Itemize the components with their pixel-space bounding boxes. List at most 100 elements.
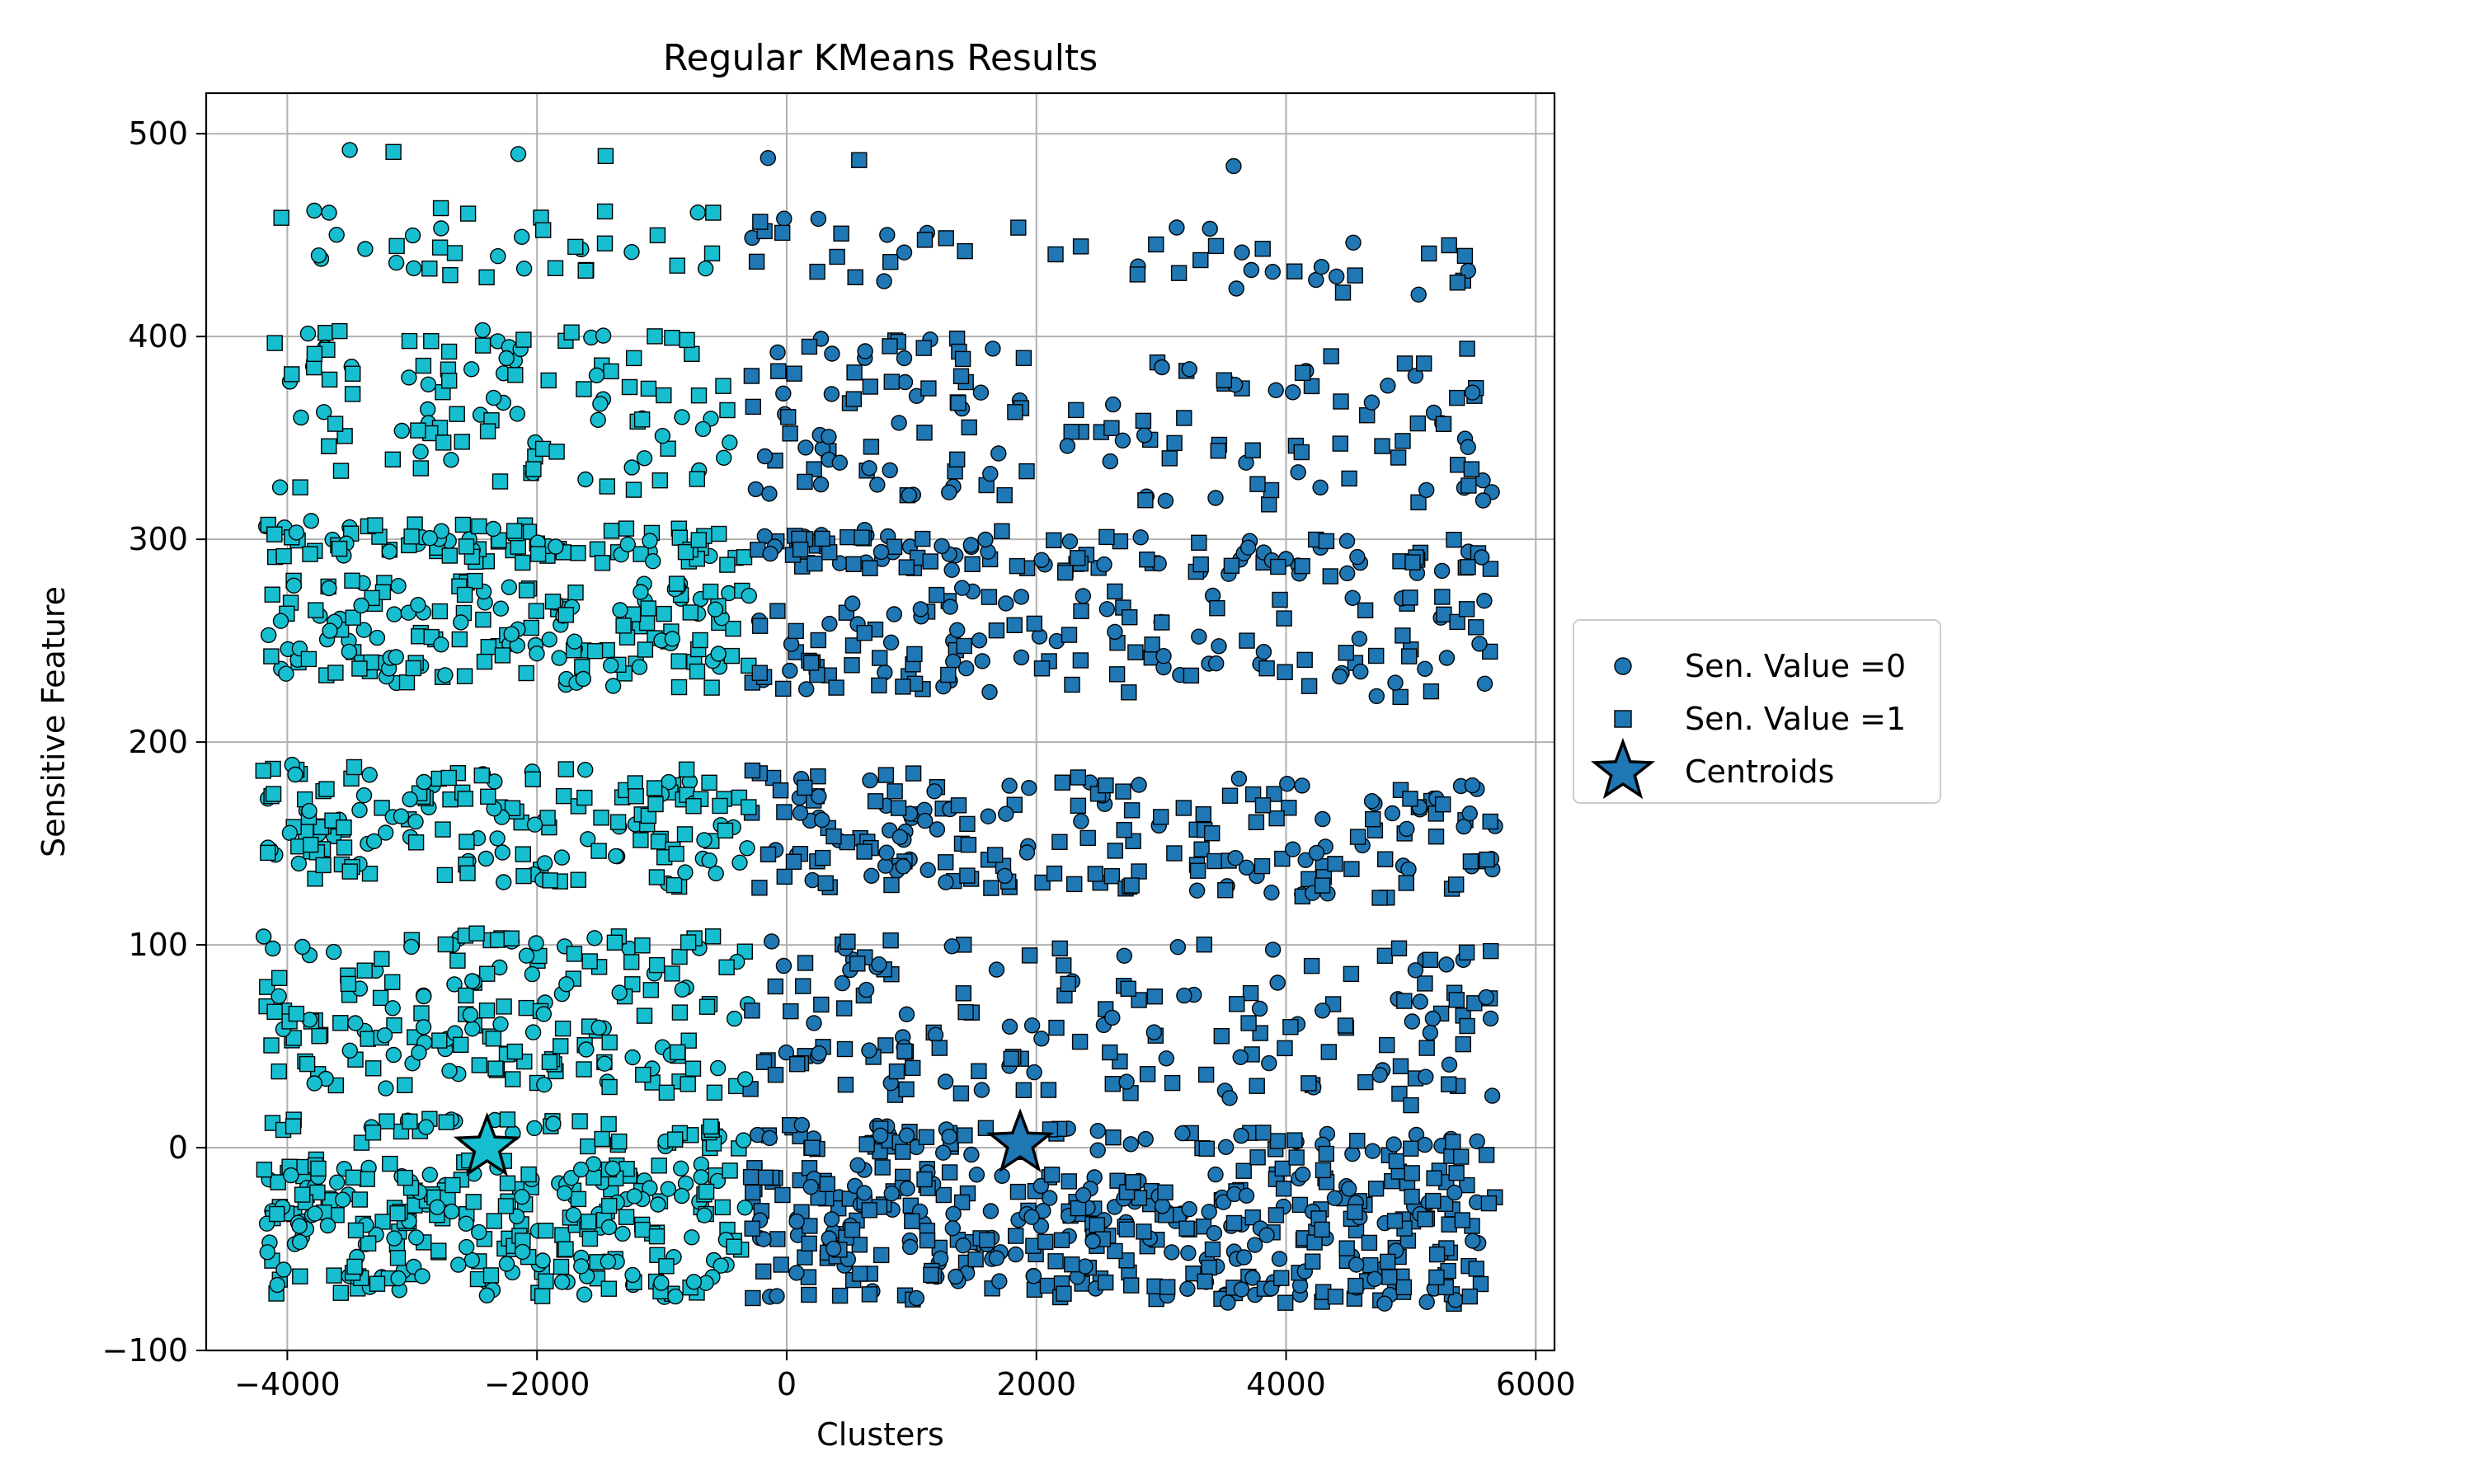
data-point [819, 1176, 835, 1193]
data-point [418, 1119, 435, 1135]
data-point [1348, 1256, 1365, 1273]
data-point [1376, 851, 1394, 867]
data-point [356, 962, 373, 979]
data-point [844, 1222, 861, 1238]
data-point [1338, 565, 1356, 582]
data-point [467, 572, 483, 589]
data-point [650, 1196, 666, 1213]
data-point [1169, 219, 1185, 236]
data-point [411, 1045, 427, 1061]
data-point [1210, 443, 1227, 459]
data-point [1425, 1192, 1442, 1209]
data-point [1349, 1132, 1366, 1149]
data-point [476, 653, 493, 670]
data-point [1104, 1009, 1121, 1026]
data-point [898, 1006, 915, 1023]
data-point [1202, 220, 1218, 237]
data-point [393, 422, 410, 439]
data-point [635, 1066, 651, 1083]
data-point [1235, 1249, 1253, 1266]
data-point [824, 345, 840, 362]
data-point [863, 439, 880, 455]
data-point [636, 450, 653, 467]
data-point [653, 1275, 670, 1291]
data-point [263, 1037, 280, 1054]
data-point [256, 928, 272, 945]
data-point [336, 428, 353, 444]
data-point [499, 1111, 516, 1128]
data-point [1238, 859, 1255, 876]
data-point [570, 545, 586, 561]
data-point [520, 1166, 537, 1183]
data-point [836, 1040, 854, 1058]
data-point [741, 799, 757, 815]
data-point [823, 1211, 840, 1228]
data-point [1253, 857, 1271, 875]
data-point [459, 834, 475, 850]
data-point [1456, 247, 1474, 265]
data-point [443, 1203, 460, 1220]
data-point [922, 553, 938, 570]
data-point [1364, 1143, 1381, 1159]
data-point [972, 384, 990, 401]
data-point [1327, 856, 1343, 872]
data-point [594, 555, 611, 571]
data-point [986, 847, 1004, 863]
data-point [388, 649, 404, 665]
data-point [450, 1256, 467, 1273]
data-point [291, 1218, 308, 1234]
data-point [905, 765, 922, 782]
outlier-point [851, 152, 868, 168]
data-point [788, 1265, 805, 1281]
data-point [1207, 655, 1225, 672]
data-point [1009, 557, 1026, 575]
data-point [367, 517, 383, 533]
data-point [940, 666, 957, 683]
data-point [755, 1054, 773, 1071]
data-point [1476, 593, 1493, 609]
data-point [1341, 470, 1357, 487]
data-point [1122, 1277, 1140, 1294]
data-point [757, 1169, 774, 1186]
data-point [647, 796, 664, 813]
data-point [601, 1197, 618, 1214]
data-point [792, 541, 809, 558]
data-point [1239, 632, 1255, 649]
data-point [872, 543, 890, 561]
data-point [1001, 777, 1018, 794]
data-point [462, 1007, 479, 1023]
data-point [1255, 644, 1272, 660]
data-point [412, 460, 429, 477]
data-point [553, 1274, 571, 1290]
data-point [301, 802, 317, 819]
data-point [606, 934, 623, 951]
data-point [702, 583, 719, 600]
data-point [328, 227, 345, 243]
data-point [840, 933, 856, 950]
data-point [709, 1059, 727, 1077]
data-point [386, 1230, 402, 1247]
data-point [1279, 776, 1296, 792]
data-point [451, 631, 468, 648]
data-point [1274, 850, 1291, 867]
data-point [347, 1015, 364, 1031]
data-point [1025, 1268, 1042, 1284]
data-point [526, 1120, 543, 1137]
data-point [329, 1174, 346, 1190]
data-point [555, 787, 572, 805]
data-point [1206, 852, 1223, 870]
data-point [609, 814, 627, 830]
data-point [1207, 490, 1224, 506]
data-point [271, 970, 288, 987]
data-point [269, 1205, 285, 1223]
data-point [514, 1243, 531, 1261]
data-point [403, 528, 420, 545]
data-point [1056, 1285, 1072, 1302]
data-point [1399, 820, 1415, 838]
data-point [1197, 1273, 1213, 1290]
data-point [797, 779, 813, 796]
data-point [651, 472, 668, 489]
data-point [1343, 965, 1360, 983]
data-point [1423, 683, 1440, 700]
data-point [648, 1228, 666, 1245]
